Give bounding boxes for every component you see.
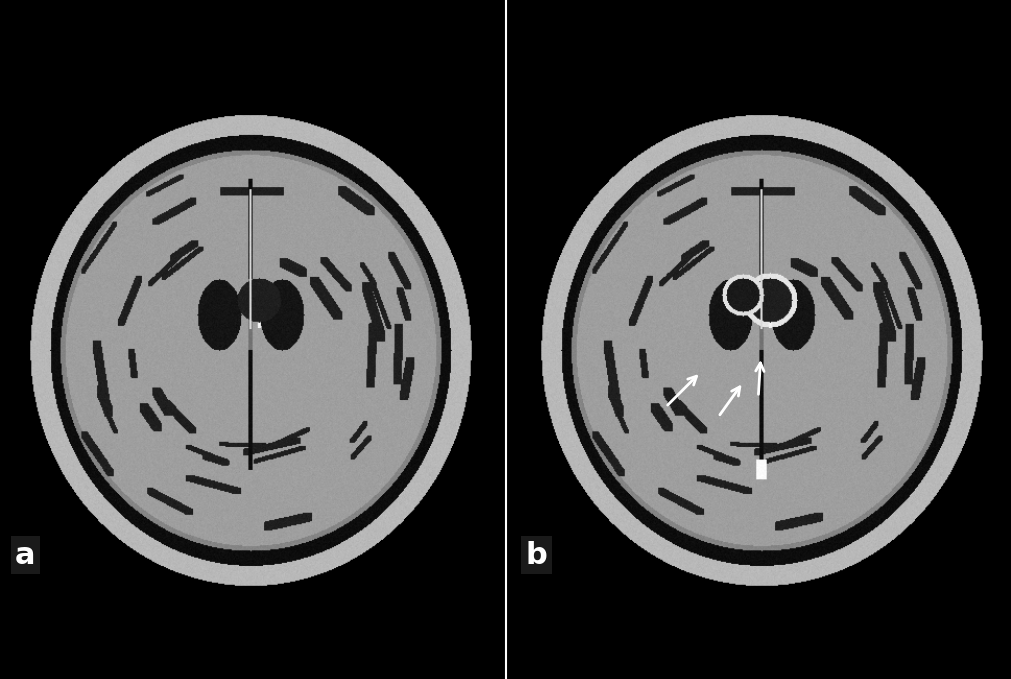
Text: a: a <box>15 540 35 570</box>
Text: b: b <box>526 540 547 570</box>
